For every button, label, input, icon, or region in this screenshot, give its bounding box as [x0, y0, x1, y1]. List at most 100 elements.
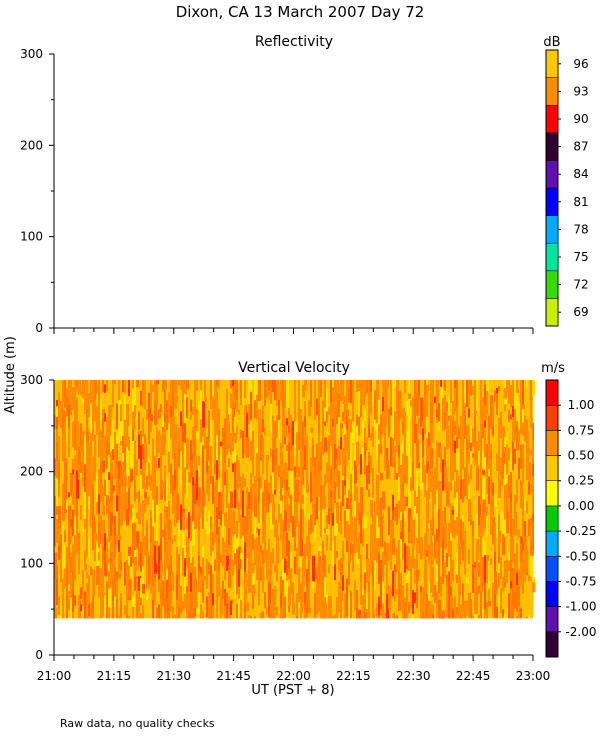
heatmap-cell — [294, 521, 296, 551]
heatmap-cell — [146, 589, 148, 600]
heatmap-cell — [74, 516, 76, 535]
heatmap-cell — [226, 470, 228, 488]
heatmap-cell — [316, 444, 318, 461]
heatmap-cell — [116, 535, 118, 546]
heatmap-cell — [226, 520, 228, 532]
heatmap-cell — [206, 473, 208, 495]
heatmap-cell — [512, 380, 514, 389]
heatmap-cell — [144, 484, 146, 492]
colorbar-swatch — [546, 188, 558, 216]
heatmap-cell — [432, 476, 434, 501]
heatmap-cell — [160, 562, 163, 573]
heatmap-cell — [134, 550, 136, 557]
heatmap-cell — [250, 562, 252, 567]
heatmap-cell — [344, 455, 347, 467]
heatmap-cell — [312, 438, 314, 445]
heatmap-cell — [114, 597, 116, 608]
heatmap-cell — [78, 550, 80, 574]
heatmap-cell — [148, 418, 150, 444]
heatmap-cell — [496, 388, 498, 394]
heatmap-cell — [298, 602, 300, 607]
heatmap-cell — [342, 476, 344, 480]
heatmap-cell — [224, 447, 226, 463]
heatmap-cell — [208, 495, 210, 501]
heatmap-cell — [172, 606, 174, 612]
heatmap-cell — [384, 400, 387, 426]
heatmap-cell — [332, 397, 334, 419]
heatmap-cell — [510, 385, 512, 407]
heatmap-cell — [240, 498, 242, 510]
heatmap-cell — [424, 559, 427, 582]
heatmap-cell — [270, 404, 272, 432]
heatmap-cell — [514, 495, 516, 511]
heatmap-cell — [376, 404, 378, 423]
heatmap-cell — [278, 400, 280, 420]
x-tick-label: 22:15 — [336, 669, 371, 683]
heatmap-cell — [342, 541, 344, 562]
heatmap-cell — [136, 459, 138, 475]
heatmap-cell — [414, 569, 416, 584]
heatmap-cell — [328, 435, 330, 464]
heatmap-cell — [344, 434, 346, 454]
heatmap-cell — [240, 399, 242, 405]
heatmap-cell — [256, 527, 258, 532]
heatmap-cell — [288, 504, 290, 531]
heatmap-cell — [272, 416, 274, 428]
heatmap-cell — [232, 463, 234, 472]
heatmap-cell — [454, 481, 456, 498]
heatmap-cell — [128, 488, 130, 512]
heatmap-cell — [276, 607, 278, 615]
heatmap-cell — [458, 594, 460, 618]
heatmap-cell — [102, 448, 104, 460]
heatmap-cell — [274, 448, 277, 467]
heatmap-cell — [260, 417, 262, 435]
heatmap-cell — [318, 546, 321, 551]
heatmap-cell — [382, 380, 384, 397]
heatmap-cell — [284, 472, 286, 496]
heatmap-cell — [490, 450, 492, 458]
heatmap-cell — [240, 549, 242, 554]
heatmap-cell — [346, 430, 348, 453]
heatmap-cell — [498, 453, 500, 472]
heatmap-cell — [176, 600, 178, 618]
heatmap-cell — [520, 410, 522, 434]
heatmap-cell — [100, 431, 102, 448]
heatmap-cell — [62, 545, 65, 569]
heatmap-cell — [92, 496, 94, 516]
heatmap-cell — [282, 432, 284, 447]
heatmap-cell — [328, 482, 330, 509]
heatmap-cell — [252, 534, 254, 549]
heatmap-cell — [486, 607, 488, 618]
heatmap-cell — [118, 479, 120, 498]
heatmap-cell — [72, 387, 74, 410]
heatmap-cell — [526, 501, 528, 513]
heatmap-cell — [212, 593, 214, 605]
heatmap-cell — [140, 541, 142, 553]
heatmap-cell — [92, 485, 94, 496]
heatmap-cell — [208, 510, 210, 534]
heatmap-cell — [416, 538, 418, 559]
heatmap-cell — [280, 608, 282, 619]
heatmap-cell — [476, 385, 478, 398]
heatmap-cell — [472, 537, 474, 549]
heatmap-cell — [152, 451, 154, 474]
heatmap-cell — [118, 540, 120, 552]
heatmap-cell — [508, 410, 510, 422]
heatmap-cell — [516, 616, 518, 619]
heatmap-cell — [244, 599, 246, 619]
heatmap-cell — [142, 538, 144, 567]
heatmap-cell — [176, 396, 178, 403]
heatmap-cell — [452, 481, 454, 488]
reflectivity-title: Reflectivity — [255, 34, 333, 50]
heatmap-cell — [224, 606, 226, 618]
heatmap-cell — [460, 464, 462, 479]
heatmap-cell — [392, 520, 394, 538]
heatmap-cell — [186, 593, 188, 616]
heatmap-cell — [262, 419, 264, 432]
heatmap-cell — [140, 445, 142, 469]
heatmap-cell — [74, 502, 76, 516]
colorbar-swatch — [546, 581, 558, 606]
heatmap-cell — [350, 494, 352, 517]
heatmap-cell — [374, 502, 376, 529]
colorbar-swatch — [546, 456, 558, 481]
